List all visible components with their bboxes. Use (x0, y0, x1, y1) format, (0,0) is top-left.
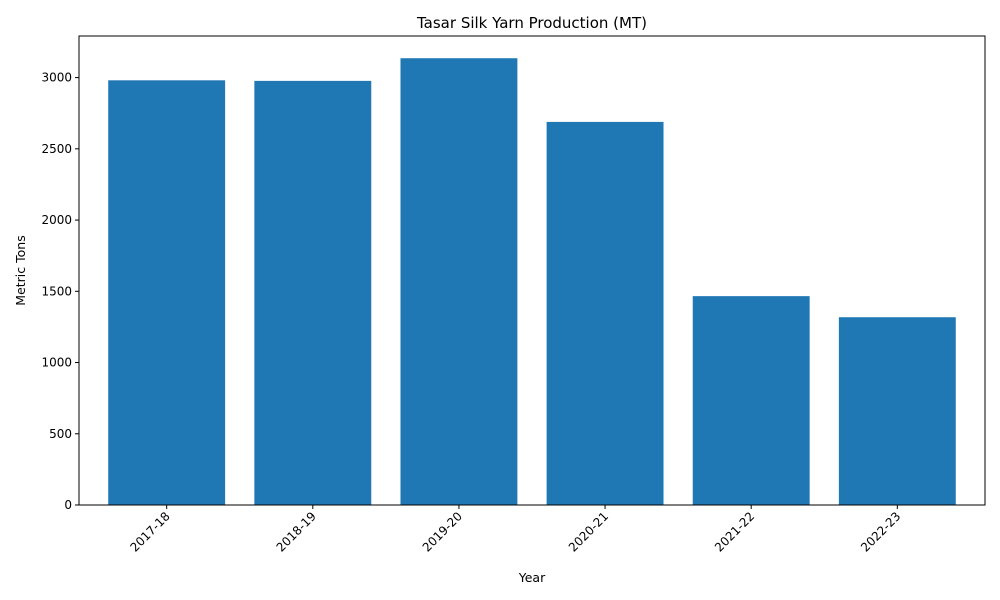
bar-2020-21 (546, 121, 664, 505)
x-tick-label: 2021-22 (712, 509, 757, 554)
bars-layer (108, 58, 956, 506)
bar-2022-23 (838, 317, 956, 505)
bar-2017-18 (108, 80, 226, 506)
x-axis-ticks: 2017-18 2018-19 2019-20 2020-21 2021-22 2022-… (127, 505, 903, 555)
y-tick-label: 1500 (41, 284, 72, 298)
x-tick-label: 2022-23 (858, 509, 903, 554)
y-axis-label: Metric Tons (13, 235, 28, 305)
x-tick-label: 2020-21 (566, 509, 611, 554)
chart-title: Tasar Silk Yarn Production (MT) (416, 14, 647, 32)
bar-2021-22 (692, 296, 810, 505)
y-tick-label: 3000 (41, 71, 72, 85)
y-tick-label: 0 (64, 498, 72, 512)
y-tick-label: 1000 (41, 356, 72, 370)
bar-2018-19 (254, 80, 372, 505)
plot-frame (78, 35, 986, 506)
x-tick-label: 2019-20 (420, 509, 465, 554)
x-tick-label: 2017-18 (127, 509, 172, 554)
bar-2019-20 (400, 58, 518, 505)
x-tick-label: 2018-19 (274, 509, 319, 554)
y-tick-label: 500 (49, 427, 72, 441)
y-axis-ticks: 0 500 1000 1500 2000 2500 3000 (41, 71, 79, 512)
y-tick-label: 2000 (41, 213, 72, 227)
x-axis-label: Year (518, 570, 546, 585)
y-tick-label: 2500 (41, 142, 72, 156)
